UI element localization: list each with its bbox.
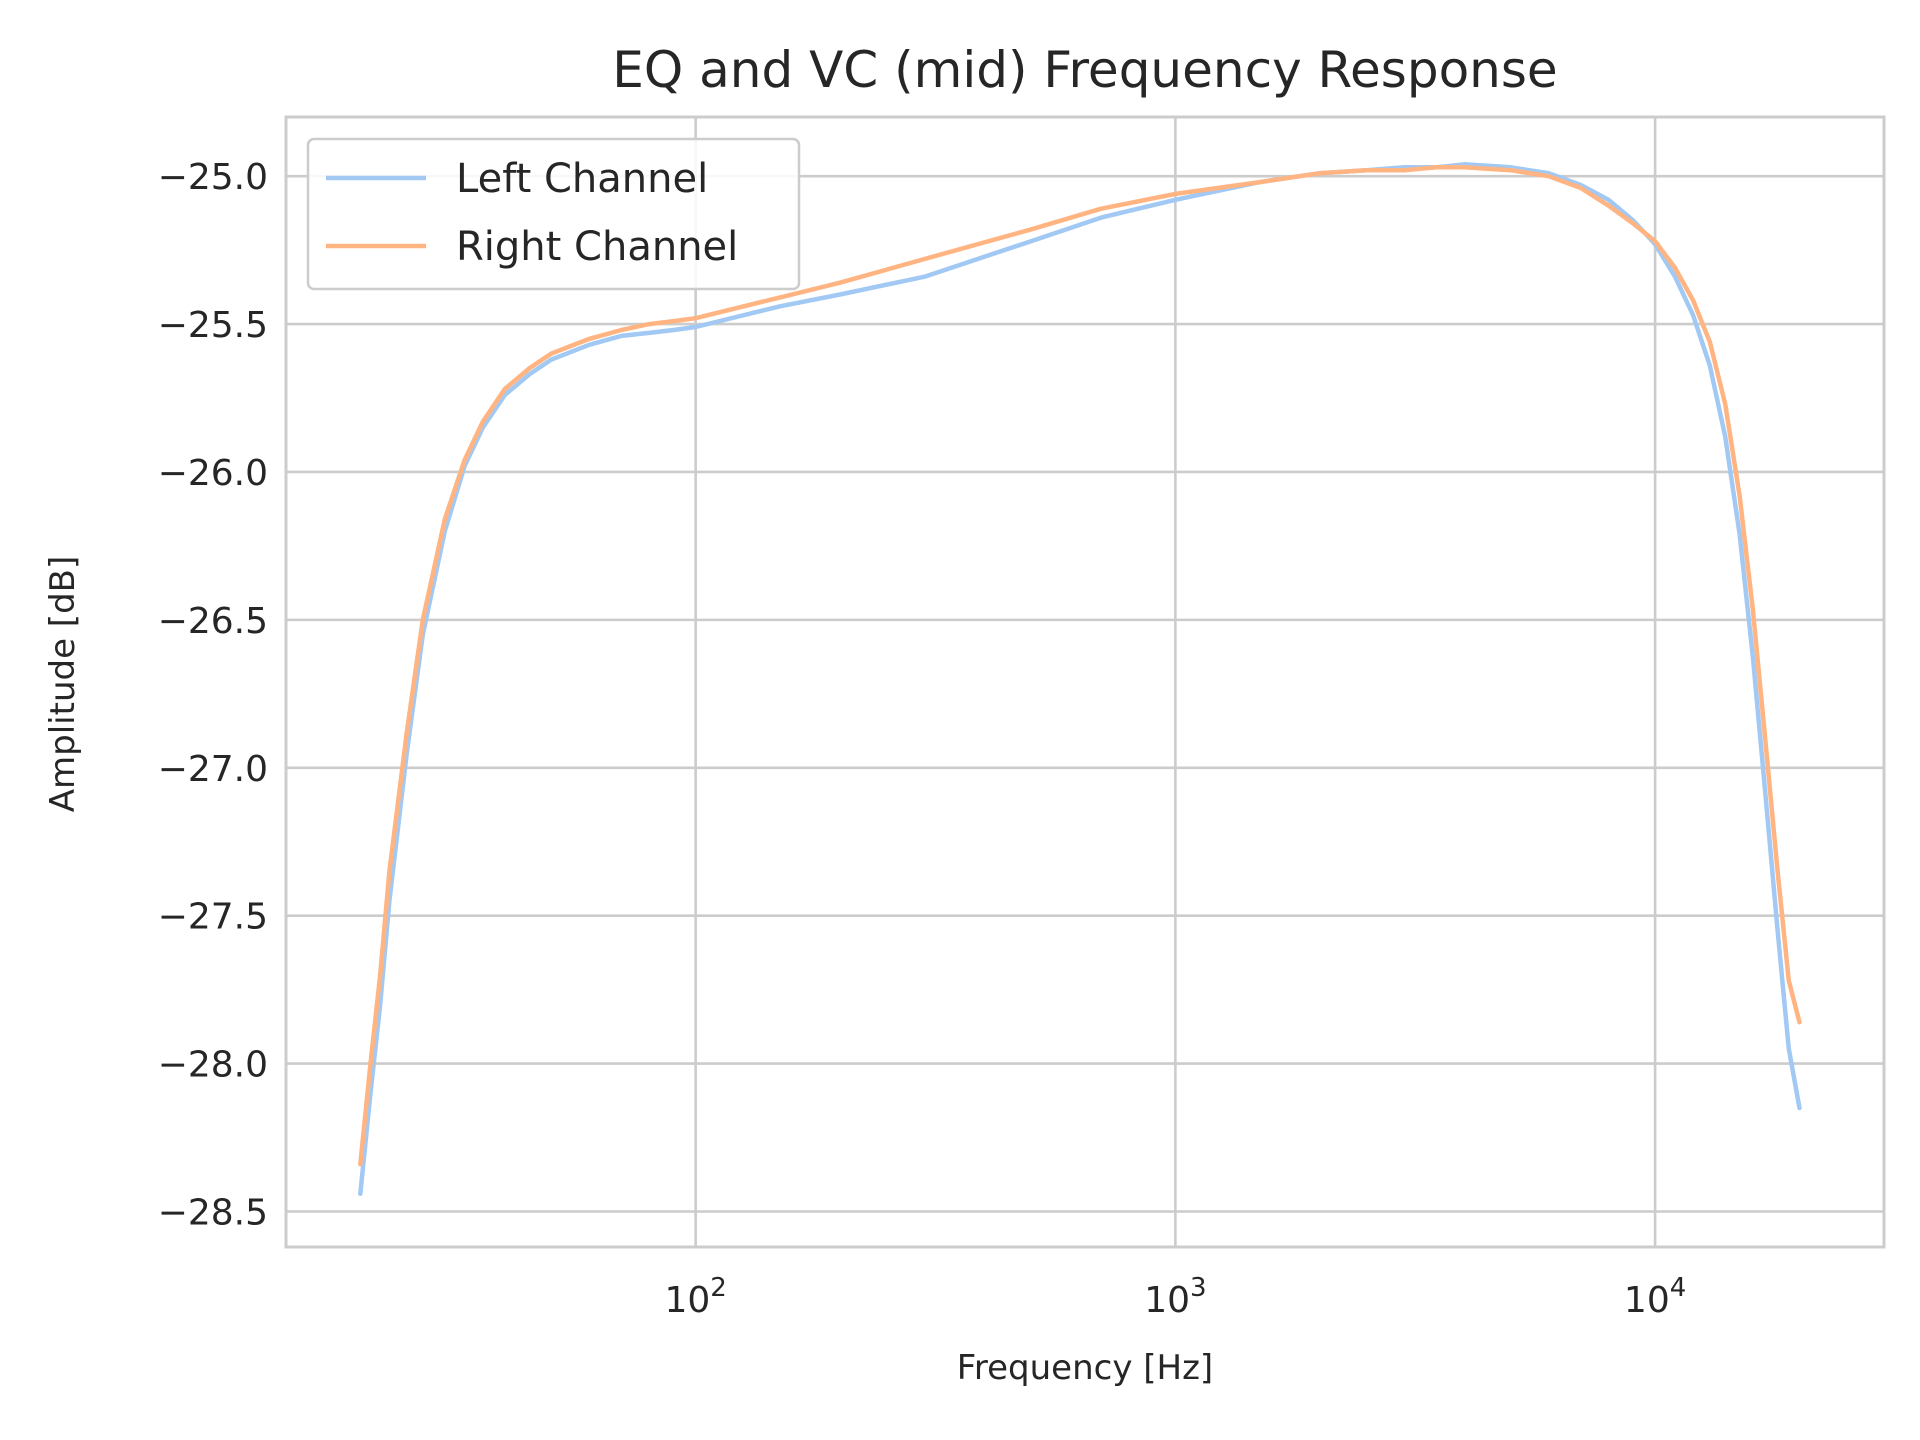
- y-tick-label: −27.5: [158, 897, 268, 938]
- series-line-left-channel: [358, 162, 1802, 1197]
- x-tick-label: 102: [664, 1273, 726, 1321]
- x-axis-label: Frequency [Hz]: [957, 1348, 1213, 1388]
- y-tick-label: −27.0: [158, 749, 268, 790]
- y-tick-labels: −25.0 −25.5 −26.0 −26.5 −27.0 −27.5 −28.0 −28.5: [158, 157, 268, 1233]
- y-tick-label: −28.0: [158, 1045, 268, 1086]
- series-lines: [358, 162, 1802, 1197]
- y-axis-label: Amplitude [dB]: [43, 556, 83, 812]
- grid-lines: [286, 117, 1884, 1247]
- x-tick-label: 103: [1144, 1273, 1206, 1321]
- legend-box: [306, 137, 801, 291]
- y-tick-label: −25.0: [158, 157, 268, 198]
- x-tick-label: 104: [1624, 1273, 1686, 1321]
- y-tick-label: −28.5: [158, 1193, 268, 1234]
- plot-frame: [284, 115, 1886, 1249]
- y-tick-label: −26.0: [158, 453, 268, 494]
- series-line-right-channel: [358, 165, 1802, 1167]
- x-tick-labels: 102 103 104: [664, 1273, 1686, 1321]
- legend: Left Channel Right Channel: [306, 137, 801, 291]
- legend-label-left-channel: Left Channel: [456, 156, 708, 202]
- y-tick-label: −25.5: [158, 305, 268, 346]
- legend-label-right-channel: Right Channel: [456, 224, 738, 270]
- chart-title: EQ and VC (mid) Frequency Response: [612, 41, 1557, 99]
- y-tick-label: −26.5: [158, 601, 268, 642]
